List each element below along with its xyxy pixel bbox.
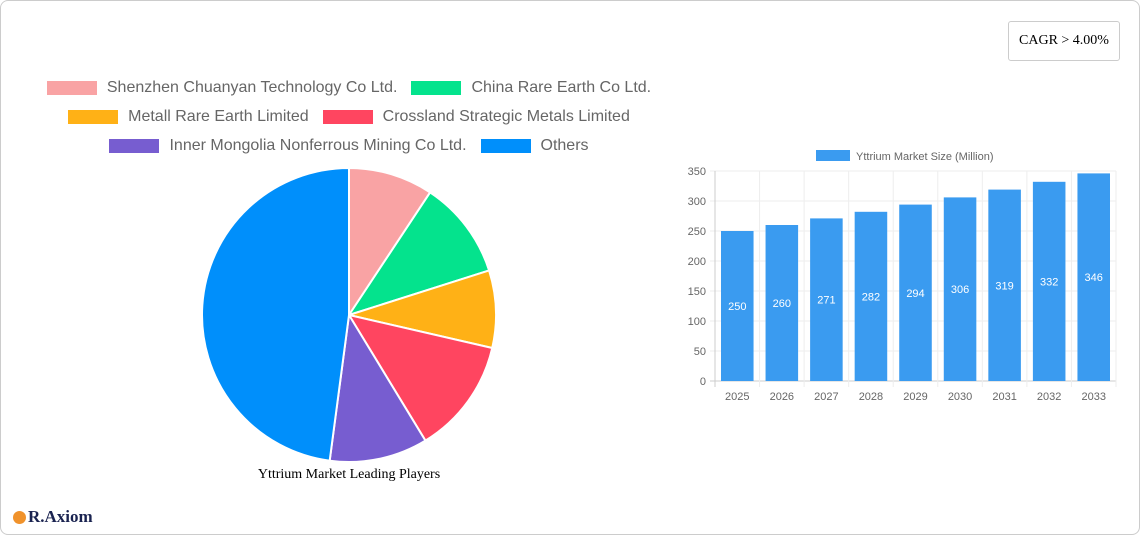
legend-item[interactable]: Inner Mongolia Nonferrous Mining Co Ltd. <box>109 136 467 155</box>
legend-item[interactable]: Others <box>480 136 589 155</box>
bar-legend-label: Yttrium Market Size (Million) <box>856 151 994 163</box>
y-tick-label: 300 <box>688 196 706 208</box>
legend-swatch <box>322 109 373 124</box>
data-label: 346 <box>1085 272 1103 284</box>
legend-item[interactable]: Crossland Strategic Metals Limited <box>322 107 630 126</box>
x-tick-label: 2031 <box>992 391 1016 403</box>
legend-swatch <box>46 80 97 95</box>
cagr-badge: CAGR > 4.00% <box>1008 21 1120 61</box>
legend-item[interactable]: China Rare Earth Co Ltd. <box>411 79 651 97</box>
data-label: 332 <box>1040 276 1058 288</box>
x-tick-label: 2028 <box>859 391 883 403</box>
legend-label: Metall Rare Earth Limited <box>128 107 309 125</box>
bar[interactable] <box>943 197 977 381</box>
pie-slice[interactable] <box>346 313 494 442</box>
x-tick-label: 2027 <box>814 391 838 403</box>
legend-row: Shenzhen Chuanyan Technology Co Ltd. Chi… <box>1 73 697 102</box>
legend-swatch <box>411 80 462 95</box>
legend-label: Inner Mongolia Nonferrous Mining Co Ltd. <box>169 136 467 154</box>
legend-label: Shenzhen Chuanyan Technology Co Ltd. <box>106 78 398 96</box>
legend-item[interactable]: Shenzhen Chuanyan Technology Co Ltd. <box>46 78 398 97</box>
legend-label: Crossland Strategic Metals Limited <box>382 107 630 125</box>
x-tick-label: 2025 <box>725 391 749 403</box>
data-label: 294 <box>906 288 924 300</box>
bar[interactable] <box>810 218 843 381</box>
legend-label: China Rare Earth Co Ltd. <box>471 78 652 96</box>
y-tick-label: 150 <box>688 286 706 298</box>
bar[interactable] <box>765 225 799 381</box>
pie-slice[interactable] <box>328 312 427 463</box>
legend-row: Metall Rare Earth Limited Crossland Stra… <box>1 102 697 131</box>
legend-label: Others <box>540 136 589 154</box>
bar-legend-swatch <box>816 150 850 161</box>
y-tick-label: 50 <box>694 346 706 358</box>
bar[interactable] <box>721 231 754 381</box>
data-label: 319 <box>995 280 1013 292</box>
x-tick-label: 2029 <box>903 391 927 403</box>
data-label: 271 <box>817 295 835 307</box>
pie-legend: Shenzhen Chuanyan Technology Co Ltd. Chi… <box>1 73 697 160</box>
pie-chart <box>201 166 497 463</box>
logo-icon <box>13 510 26 524</box>
pie-title: Yttrium Market Leading Players <box>257 467 441 482</box>
bar[interactable] <box>899 204 932 381</box>
pie-slice[interactable] <box>346 191 491 317</box>
bar[interactable] <box>988 189 1021 381</box>
bar[interactable] <box>854 211 888 381</box>
logo-text: R.Axiom <box>28 507 93 526</box>
bar[interactable] <box>1032 181 1066 381</box>
bar[interactable] <box>1077 173 1110 381</box>
data-label: 282 <box>862 291 880 303</box>
x-tick-label: 2030 <box>948 391 972 403</box>
legend-row: Inner Mongolia Nonferrous Mining Co Ltd.… <box>1 131 697 160</box>
legend-swatch <box>480 138 531 153</box>
x-tick-label: 2033 <box>1081 391 1105 403</box>
data-label: 260 <box>773 298 791 310</box>
y-tick-label: 250 <box>688 226 706 238</box>
legend-item[interactable]: Metall Rare Earth Limited <box>68 108 309 126</box>
data-label: 306 <box>951 284 969 296</box>
pie-slice[interactable] <box>348 166 432 319</box>
y-tick-label: 100 <box>688 316 706 328</box>
pie-slice[interactable] <box>201 166 350 462</box>
legend-swatch <box>68 109 119 124</box>
legend-swatch <box>109 138 160 153</box>
x-tick-label: 2026 <box>770 391 794 403</box>
y-tick-label: 350 <box>688 166 706 178</box>
y-tick-label: 200 <box>688 256 706 268</box>
data-label: 250 <box>728 301 746 313</box>
x-tick-label: 2032 <box>1037 391 1061 403</box>
y-tick-label: 0 <box>700 376 706 388</box>
logo: R.Axiom <box>13 507 93 527</box>
